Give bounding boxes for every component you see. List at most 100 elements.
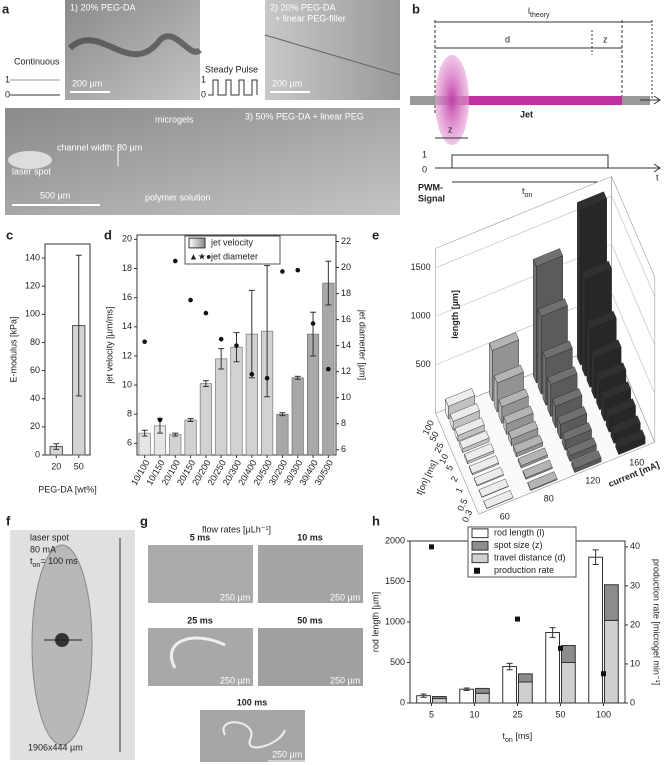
- text-part: [ms]: [513, 731, 533, 741]
- bar-top: [547, 366, 578, 385]
- legend-marker: ▲★●: [189, 251, 211, 261]
- bar: [230, 346, 243, 456]
- label: 3) 50% PEG-DA + linear PEG: [245, 111, 364, 121]
- point: [264, 375, 270, 381]
- y-tick-label: 0: [400, 697, 405, 707]
- legend-label: jet diameter: [210, 251, 258, 261]
- bar-top: [449, 403, 480, 422]
- bar-top: [552, 388, 583, 407]
- z-tick-label: 500: [416, 359, 431, 369]
- x-tick-label: 25: [512, 709, 522, 719]
- bar-side: [533, 259, 537, 384]
- bar-shade: [574, 457, 602, 473]
- bar-shade: [525, 467, 553, 480]
- bar-top: [571, 450, 602, 469]
- bar: [276, 413, 289, 456]
- bar-top: [586, 310, 617, 330]
- y-tick-label: 10: [122, 379, 132, 389]
- label: laser spot: [30, 532, 70, 542]
- z-axis-label: length [µm]: [450, 290, 460, 339]
- y-tick-label: 16: [122, 292, 132, 302]
- y-tick-label: 100: [25, 309, 40, 319]
- bar-3d: [503, 405, 534, 435]
- bar: [588, 556, 603, 704]
- legend-swatch: [474, 567, 480, 574]
- pulse-signal: [208, 79, 258, 96]
- y-axis-label: t[on] [ms]: [414, 459, 439, 497]
- bar-top: [445, 388, 475, 407]
- bar-top: [454, 417, 485, 436]
- bar-top: [489, 332, 519, 351]
- label: 0: [201, 89, 206, 99]
- bar-top: [605, 398, 636, 417]
- legend-label: rod length (l): [494, 528, 545, 538]
- point: [234, 343, 239, 348]
- y-tick-label: 50: [427, 430, 440, 443]
- bar-top: [581, 260, 612, 280]
- point: [157, 417, 163, 423]
- pulse: [451, 154, 609, 169]
- point: [203, 310, 209, 316]
- x-tick-label: 50: [555, 709, 565, 719]
- bar-side: [581, 271, 586, 377]
- y2-tick-label: 6: [341, 444, 346, 454]
- scale-label: 250 µm: [272, 749, 302, 759]
- panel-label: g: [140, 513, 148, 528]
- scale-label: 250 µm: [220, 675, 250, 685]
- bar-shade: [613, 422, 641, 444]
- y2-tick-label: 20: [630, 619, 640, 629]
- x-axis-label: flow rates [µLh⁻¹]: [202, 524, 271, 534]
- bar-segment: [475, 687, 490, 694]
- bar-3d: [464, 443, 495, 465]
- arrow: [640, 95, 661, 105]
- label: 1: [201, 74, 206, 84]
- text-part: l: [528, 6, 530, 16]
- label: laser spot: [12, 166, 52, 176]
- bar-shade: [511, 428, 538, 446]
- bar-shade: [521, 454, 548, 469]
- label: Continuous: [14, 56, 60, 66]
- bar-3d: [610, 415, 641, 444]
- bar-segment: [604, 619, 619, 704]
- bar-shade: [462, 437, 490, 453]
- bar-top: [469, 455, 499, 474]
- y-tick-label: 12: [122, 350, 132, 360]
- y2-tick-label: 22: [341, 236, 351, 246]
- label: 1: [422, 149, 427, 159]
- panel-label: d: [104, 227, 112, 242]
- label: 2) 20% PEG-DA: [270, 2, 336, 12]
- subscript: on: [33, 562, 41, 569]
- bar-side: [537, 309, 542, 395]
- label: 1: [5, 74, 10, 84]
- label: PWM-: [418, 182, 443, 192]
- panel-label: b: [412, 1, 420, 16]
- y2-tick-label: 40: [630, 541, 640, 551]
- label: microgels: [155, 114, 194, 124]
- y-tick-label: 25: [432, 441, 445, 454]
- x-tick-label: 60: [500, 512, 510, 522]
- point: [295, 267, 301, 273]
- image-title: 25 ms: [187, 615, 213, 625]
- label: Steady Pulse: [205, 64, 258, 74]
- bar-top: [591, 339, 622, 359]
- y-tick-label: 80: [30, 337, 40, 347]
- photo-detail: [222, 721, 286, 749]
- bar-segment: [432, 698, 447, 704]
- bar: [502, 666, 517, 704]
- x-tick-label: 80: [544, 494, 554, 504]
- bar-3d: [527, 471, 558, 491]
- bar-3d: [566, 437, 597, 462]
- bar-top: [533, 248, 563, 267]
- y-tick-label: 20: [122, 234, 132, 244]
- y-tick-label: 0.3: [460, 508, 474, 524]
- y-tick-label: 6: [127, 438, 132, 448]
- y-tick-label: 60: [30, 365, 40, 375]
- z-tick-label: 1500: [411, 262, 431, 272]
- bar-shade: [618, 436, 646, 455]
- bar-top: [577, 191, 607, 210]
- bar-shade: [467, 450, 494, 464]
- legend-swatch: [471, 528, 489, 539]
- label: channel width: 80 µm: [57, 142, 142, 152]
- bar-top: [517, 447, 548, 467]
- bar-segment: [432, 696, 447, 700]
